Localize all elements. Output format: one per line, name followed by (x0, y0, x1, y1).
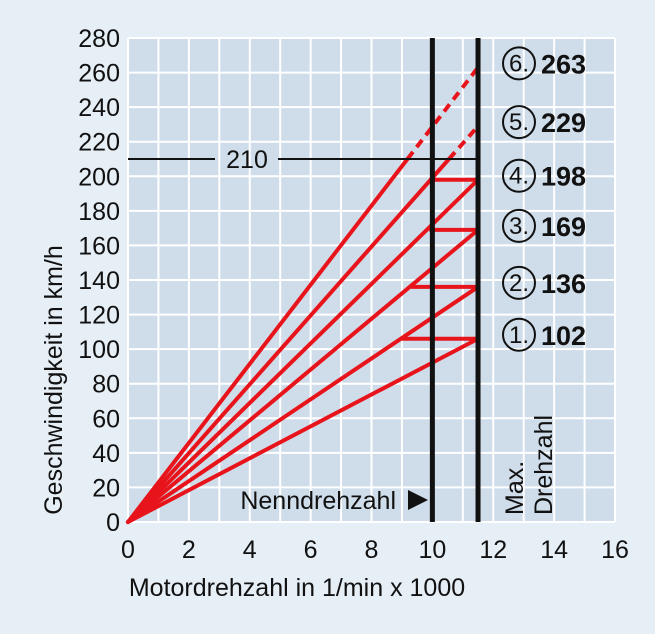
gear-label-1: 1. 102 (502, 317, 586, 352)
gear-line-1 (126, 336, 481, 524)
gear-labels: 1. 102 2. 136 3. 169 4. 198 5. 229 6. 263 (502, 46, 586, 352)
max-rpm-label-line2: Drehzahl (530, 415, 558, 515)
y-tick-label: 0 (106, 509, 120, 537)
gear-top-speed: 229 (541, 108, 586, 138)
gear-line-3 (126, 227, 481, 524)
y-tick-label: 60 (92, 405, 120, 433)
x-tick-label: 0 (121, 536, 135, 564)
y-tick-label: 260 (78, 60, 120, 88)
gear-line-5 (126, 157, 451, 524)
gear-label-3: 3. 169 (502, 208, 586, 243)
gear-circle-icon (502, 265, 536, 300)
y-tick-label: 240 (78, 94, 120, 122)
y-tick-label: 100 (78, 336, 120, 364)
gear-top-speed: 198 (541, 162, 586, 192)
rated-rpm-arrow-icon (408, 490, 428, 510)
gear-top-speed: 263 (541, 49, 586, 79)
gear-circle-icon (502, 105, 536, 140)
gear-circle-icon (502, 158, 536, 193)
gear-number: 4. (509, 163, 529, 190)
gear-circle-icon (502, 208, 536, 243)
x-tick-label: 2 (182, 536, 196, 564)
x-tick-label: 10 (418, 536, 446, 564)
reference-lines (128, 38, 481, 522)
gear-number: 1. (509, 322, 529, 349)
gear-label-6: 6. 263 (502, 46, 586, 81)
rated-rpm-label: Nenndrehzahl (240, 487, 396, 515)
gear-top-speed: 169 (541, 212, 586, 242)
x-tick-label: 12 (479, 536, 507, 564)
gear-top-speed: 102 (541, 321, 586, 351)
gear-number: 6. (509, 50, 529, 77)
y-tick-label: 280 (78, 25, 120, 53)
gear-line-dashed-5 (447, 124, 480, 161)
x-tick-label: 8 (365, 536, 379, 564)
y-tick-label: 200 (78, 163, 120, 191)
y-tick-label: 140 (78, 267, 120, 295)
y-tick-label: 180 (78, 198, 120, 226)
top-speed-label: 210 (226, 146, 268, 174)
x-tick-labels: 0 2 4 6 8 10 12 14 16 (121, 536, 629, 564)
x-axis-title: Motordrehzahl in 1/min x 1000 (129, 574, 465, 602)
gear-line-6 (126, 157, 410, 524)
gear-circle-icon (502, 46, 536, 81)
gear-number: 3. (509, 213, 529, 240)
gear-label-5: 5. 229 (502, 105, 586, 140)
max-rpm-label-line1: Max. (501, 461, 529, 515)
gear-label-4: 4. 198 (502, 158, 586, 193)
gear-line-2 (126, 284, 481, 524)
y-tick-label: 40 (92, 440, 120, 468)
gear-number: 5. (509, 109, 529, 136)
y-tick-label: 20 (92, 474, 120, 502)
y-tick-label: 120 (78, 302, 120, 330)
y-axis-title: Geschwindigkeit in km/h (40, 245, 68, 515)
x-tick-label: 16 (601, 536, 629, 564)
x-tick-label: 14 (540, 536, 568, 564)
y-tick-label: 160 (78, 232, 120, 260)
gear-line-dashed-6 (405, 66, 480, 161)
gear-circle-icon (502, 317, 536, 352)
y-tick-label: 220 (78, 129, 120, 157)
gear-line-4 (126, 177, 481, 524)
series-lines (126, 66, 481, 524)
gear-label-2: 2. 136 (502, 265, 586, 300)
x-tick-label: 4 (243, 536, 257, 564)
y-tick-label: 80 (92, 371, 120, 399)
shift-lines (401, 177, 479, 341)
y-tick-labels: 0 20 40 60 80 100 120 140 160 180 200 220 240 260 280 (78, 25, 120, 537)
x-tick-label: 6 (304, 536, 318, 564)
gear-top-speed: 136 (541, 269, 586, 299)
gear-number: 2. (509, 270, 529, 297)
